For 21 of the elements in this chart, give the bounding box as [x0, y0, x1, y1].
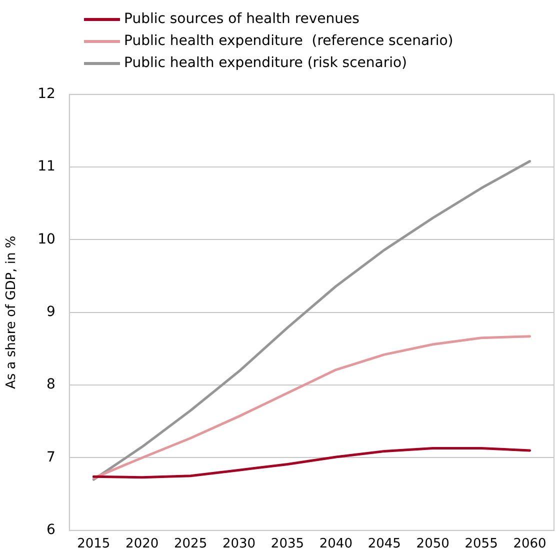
- x-tick-label: 2040: [319, 536, 352, 552]
- x-tick-label: 2060: [513, 536, 546, 552]
- x-tick-label: 2035: [270, 536, 304, 552]
- legend-label: Public health expenditure (reference scenario): [124, 33, 454, 49]
- y-tick-label: 6: [46, 522, 56, 538]
- y-tick-label: 11: [38, 158, 56, 175]
- y-tick-label: 12: [38, 86, 56, 102]
- y-axis-title: As a share of GDP, in %: [4, 236, 20, 390]
- x-tick-label: 2015: [77, 536, 110, 552]
- x-tick-label: 2030: [222, 536, 256, 552]
- y-tick-label: 8: [46, 376, 56, 393]
- legend-label: Public health expenditure (risk scenario): [124, 55, 408, 71]
- y-tick-label: 9: [46, 304, 56, 320]
- x-tick-label: 2020: [126, 536, 159, 552]
- x-tick-label: 2050: [416, 536, 450, 552]
- y-tick-label: 7: [46, 449, 56, 466]
- x-tick-label: 2025: [174, 536, 208, 552]
- x-tick-label: 2045: [368, 536, 401, 552]
- legend-label: Public sources of health revenues: [124, 11, 360, 27]
- x-tick-label: 2055: [464, 536, 498, 552]
- y-tick-label: 10: [38, 231, 56, 248]
